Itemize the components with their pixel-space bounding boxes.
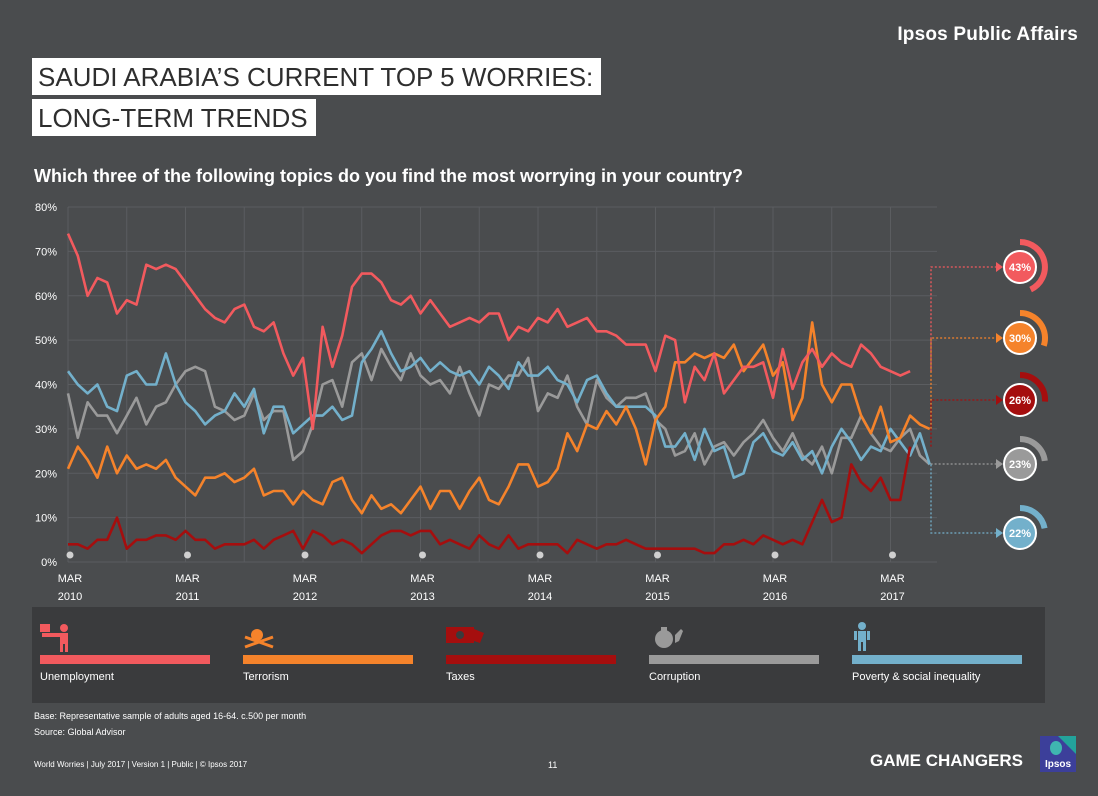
y-tick-label: 40% [35, 380, 57, 392]
x-tick-year: 2016 [763, 591, 787, 603]
footer-text: World Worries | July 2017 | Version 1 | … [34, 760, 248, 769]
year-marker-dot [184, 551, 191, 559]
badge-value-terrorism: 30% [1009, 333, 1031, 345]
y-tick-label: 70% [35, 246, 57, 258]
badge-value-corruption: 23% [1009, 459, 1031, 471]
year-marker-dot [654, 551, 661, 559]
connector-arrow [996, 333, 1003, 343]
x-tick-year: 2012 [293, 591, 317, 603]
badge-circle-poverty [1003, 516, 1037, 550]
badge-value-poverty: 22% [1009, 528, 1031, 540]
legend-item-taxes: Taxes [446, 621, 616, 701]
connector-arrow [996, 459, 1003, 469]
year-marker-dot [771, 551, 779, 559]
legend-label: Corruption [649, 671, 701, 683]
x-tick-year: 2013 [410, 591, 434, 603]
x-tick-month: MAR [763, 573, 788, 585]
y-tick-label: 10% [35, 513, 57, 525]
base-note: Base: Representative sample of adults ag… [34, 711, 307, 721]
badge-ring-unemployment [1019, 239, 1048, 293]
badge-ring-corruption [1019, 436, 1048, 462]
connector-arrow [996, 528, 1003, 538]
legend-item-terrorism: Terrorism [243, 621, 413, 701]
page-title: SAUDI ARABIA’S CURRENT TOP 5 WORRIES: [32, 58, 602, 95]
y-tick-label: 80% [35, 202, 57, 214]
badge-value-unemployment: 43% [1009, 262, 1031, 274]
x-tick-month: MAR [410, 573, 435, 585]
x-tick-year: 2015 [645, 591, 669, 603]
legend-swatch [243, 655, 413, 664]
badge-circle-unemployment [1003, 250, 1037, 284]
connector-unemployment [930, 266, 1000, 372]
x-tick-month: MAR [293, 573, 318, 585]
badge-ring-terrorism [1019, 310, 1049, 347]
source-note: Source: Global Advisor [34, 727, 126, 737]
x-tick-year: 2011 [176, 591, 200, 603]
connector-terrorism [930, 337, 1000, 429]
badge-circle-terrorism [1003, 321, 1037, 355]
badge-value-taxes: 26% [1009, 395, 1031, 407]
legend-label: Unemployment [40, 671, 114, 683]
skull-crossbones-icon [244, 629, 274, 649]
connector-arrow [996, 395, 1003, 405]
y-tick-label: 20% [35, 468, 57, 480]
year-marker-dot [889, 551, 896, 559]
legend-item-unemployment: Unemployment [40, 621, 210, 701]
legend-item-corruption: Corruption [649, 621, 819, 701]
year-marker-dot [66, 551, 74, 559]
series-line-poverty [66, 329, 931, 480]
survey-question: Which three of the following topics do y… [34, 166, 743, 186]
footer-brand: GAME CHANGERS [870, 751, 1024, 770]
y-tick-label: 30% [35, 424, 57, 436]
year-marker-dot [301, 551, 309, 559]
legend-swatch [40, 655, 210, 664]
legend-swatch [852, 655, 1022, 664]
x-tick-month: MAR [645, 573, 670, 585]
x-tick-month: MAR [880, 573, 905, 585]
money-bill-icon [446, 627, 484, 643]
money-bag-hand-icon [655, 627, 683, 648]
svg-text:Ipsos: Ipsos [1045, 759, 1072, 770]
badge-circle-corruption [1003, 447, 1037, 481]
legend-panel: Unemployment Terrorism Taxes Corruption [32, 607, 1045, 703]
badge-ring-poverty [1019, 504, 1048, 530]
x-tick-year: 2014 [528, 591, 552, 603]
connector-taxes [930, 399, 1000, 447]
person-pointing-icon [40, 624, 68, 652]
legend-label: Terrorism [243, 671, 289, 683]
connector-arrow [996, 262, 1003, 272]
y-tick-label: 50% [35, 335, 57, 347]
x-tick-year: 2017 [880, 591, 904, 603]
page-subtitle: LONG-TERM TRENDS [32, 99, 316, 136]
x-tick-month: MAR [528, 573, 553, 585]
year-marker-dot [536, 551, 544, 559]
brand-name: Ipsos Public Affairs [897, 24, 1078, 45]
ipsos-logo-icon: Ipsos [1040, 736, 1076, 772]
legend-item-poverty: Poverty & social inequality [852, 621, 1022, 701]
year-marker-dot [419, 551, 426, 559]
person-standing-icon [854, 622, 870, 651]
legend-swatch [649, 655, 819, 664]
legend-label: Poverty & social inequality [852, 671, 981, 683]
series-line-taxes [68, 446, 912, 555]
x-tick-month: MAR [175, 573, 200, 585]
y-tick-label: 60% [35, 291, 57, 303]
series-line-corruption [66, 347, 931, 475]
connector-poverty [930, 464, 1000, 534]
page-number: 11 [548, 760, 558, 770]
line-chart: 0% 10% 20% 30% 40% 50% 60% 70% 80% MAR 2010 MAR 2011… [35, 202, 1049, 603]
y-tick-label: 0% [41, 557, 57, 569]
legend-label: Taxes [446, 671, 475, 683]
series-line-unemployment [66, 233, 911, 431]
badge-ring-taxes [1019, 371, 1049, 402]
series-line-terrorism [66, 321, 931, 515]
legend-swatch [446, 655, 616, 664]
badge-circle-taxes [1003, 383, 1037, 417]
x-tick-month: MAR [58, 573, 83, 585]
x-tick-year: 2010 [58, 591, 82, 603]
